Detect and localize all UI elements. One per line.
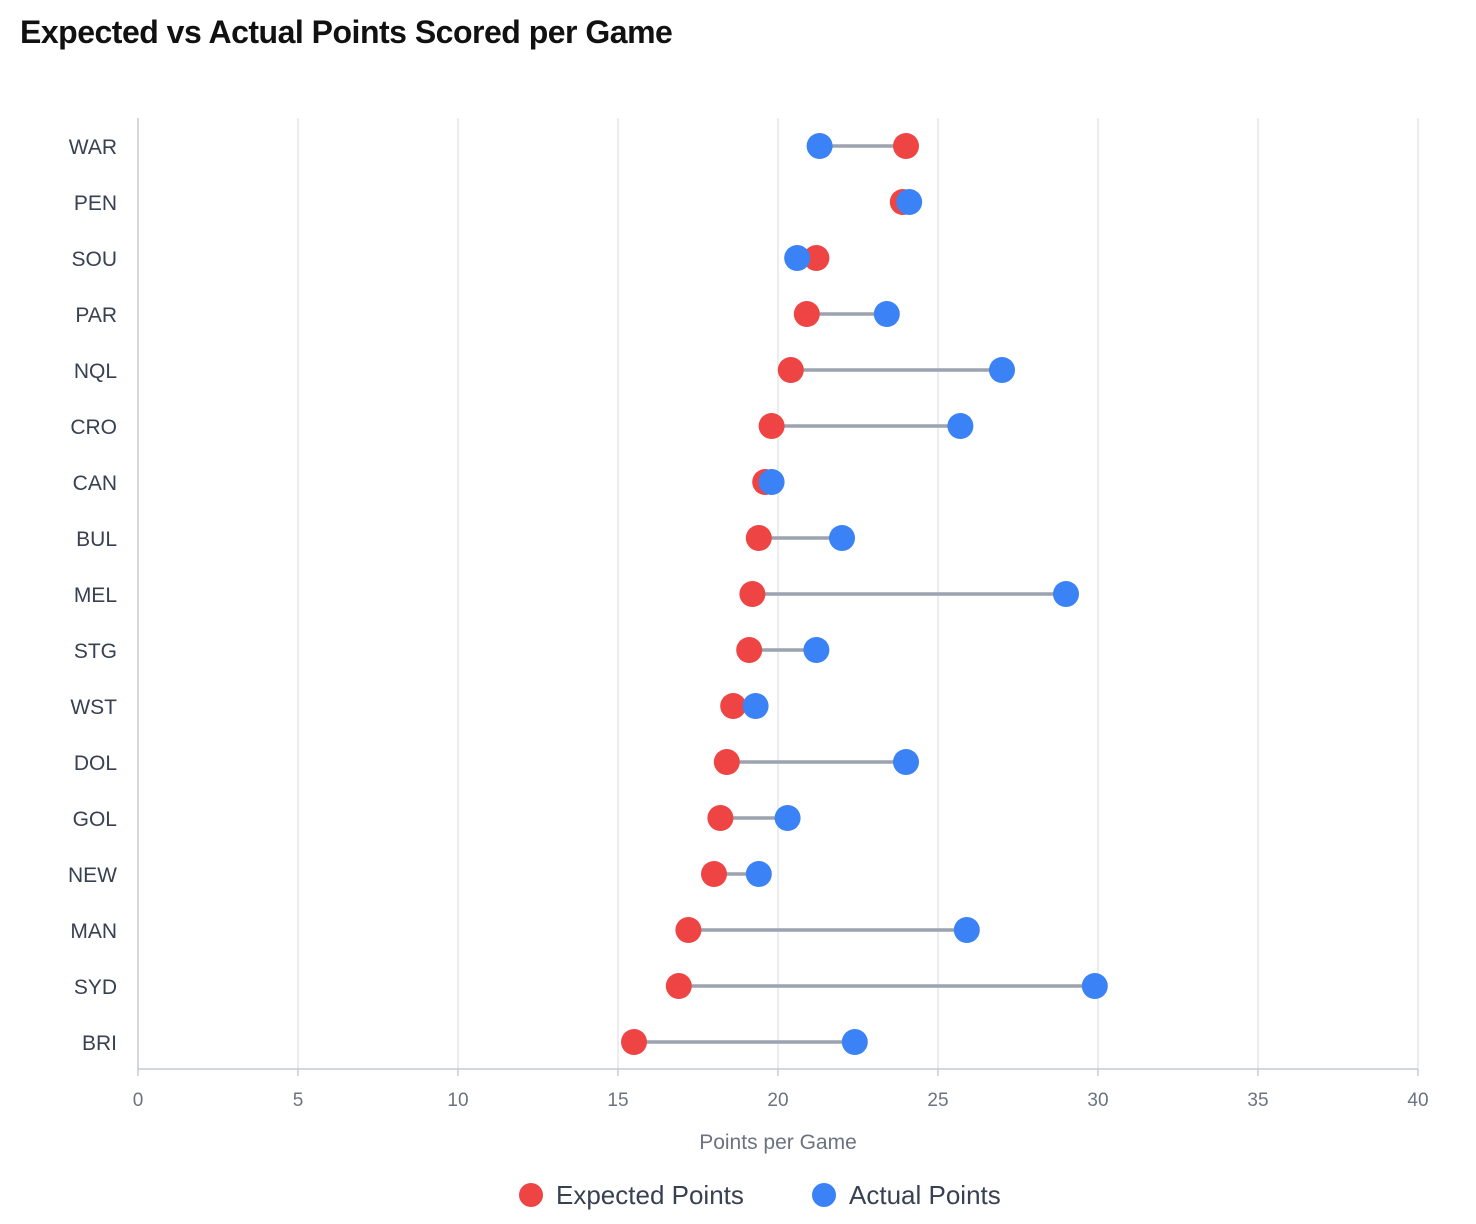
expected-point-syd (665, 973, 692, 999)
expected-point-gol (707, 805, 734, 831)
y-tick-label: CRO (70, 416, 117, 439)
x-tick-label: 15 (607, 1090, 628, 1111)
actual-point-man (953, 917, 980, 943)
actual-point-gol (774, 805, 801, 831)
y-tick-label: PAR (75, 304, 117, 327)
x-axis-label: Points per Game (699, 1131, 857, 1154)
x-tick-label: 0 (133, 1090, 144, 1111)
expected-point-bri (621, 1029, 647, 1055)
y-tick-label: STG (74, 640, 117, 663)
y-tick-label: GOL (73, 808, 117, 831)
actual-point-mel (1053, 581, 1079, 607)
y-tick-label: WST (70, 696, 117, 719)
legend-expected-marker (519, 1183, 543, 1207)
actual-point-war (806, 133, 833, 159)
y-tick-label: SOU (71, 248, 117, 271)
chart-title: Expected vs Actual Points Scored per Gam… (20, 14, 673, 50)
expected-point-cro (758, 413, 785, 439)
y-tick-label: BUL (76, 528, 117, 551)
x-tick-label: 20 (767, 1090, 788, 1111)
x-tick-label: 30 (1087, 1090, 1108, 1111)
y-tick-label: CAN (73, 472, 117, 495)
actual-point-new (745, 861, 772, 887)
actual-point-nql (989, 357, 1015, 383)
expected-point-par (793, 301, 820, 327)
y-tick-label: MEL (74, 584, 117, 607)
expected-point-dol (713, 749, 740, 775)
expected-point-wst (720, 693, 747, 719)
expected-point-war (893, 133, 919, 159)
y-tick-label: WAR (69, 136, 117, 159)
legend-actual-label: Actual Points (849, 1180, 1001, 1210)
y-tick-label: SYD (74, 976, 117, 999)
expected-point-man (675, 917, 702, 943)
x-tick-label: 5 (293, 1090, 304, 1111)
y-tick-label: MAN (70, 920, 117, 943)
expected-point-nql (777, 357, 804, 383)
actual-point-wst (742, 693, 769, 719)
legend-expected-label: Expected Points (556, 1180, 744, 1210)
actual-point-pen (896, 189, 923, 215)
legend-actual-marker (812, 1183, 836, 1207)
actual-point-sou (784, 245, 811, 271)
actual-point-bri (841, 1029, 868, 1055)
y-tick-label: BRI (82, 1032, 117, 1055)
actual-point-bul (829, 525, 855, 551)
actual-point-dol (893, 749, 919, 775)
actual-point-cro (947, 413, 974, 439)
x-tick-label: 25 (927, 1090, 948, 1111)
expected-point-sou (803, 245, 830, 271)
expected-point-bul (745, 525, 772, 551)
y-tick-label: PEN (74, 192, 117, 215)
actual-point-syd (1081, 973, 1108, 999)
x-tick-label: 10 (447, 1090, 468, 1111)
actual-point-stg (803, 637, 830, 663)
y-tick-label: NQL (74, 360, 117, 383)
x-tick-label: 35 (1247, 1090, 1268, 1111)
y-tick-label: NEW (68, 864, 117, 887)
expected-point-mel (739, 581, 766, 607)
expected-point-stg (736, 637, 763, 663)
x-tick-label: 40 (1407, 1090, 1428, 1111)
actual-point-par (873, 301, 900, 327)
actual-point-can (758, 469, 785, 495)
y-tick-label: DOL (74, 752, 117, 775)
expected-point-new (701, 861, 727, 887)
